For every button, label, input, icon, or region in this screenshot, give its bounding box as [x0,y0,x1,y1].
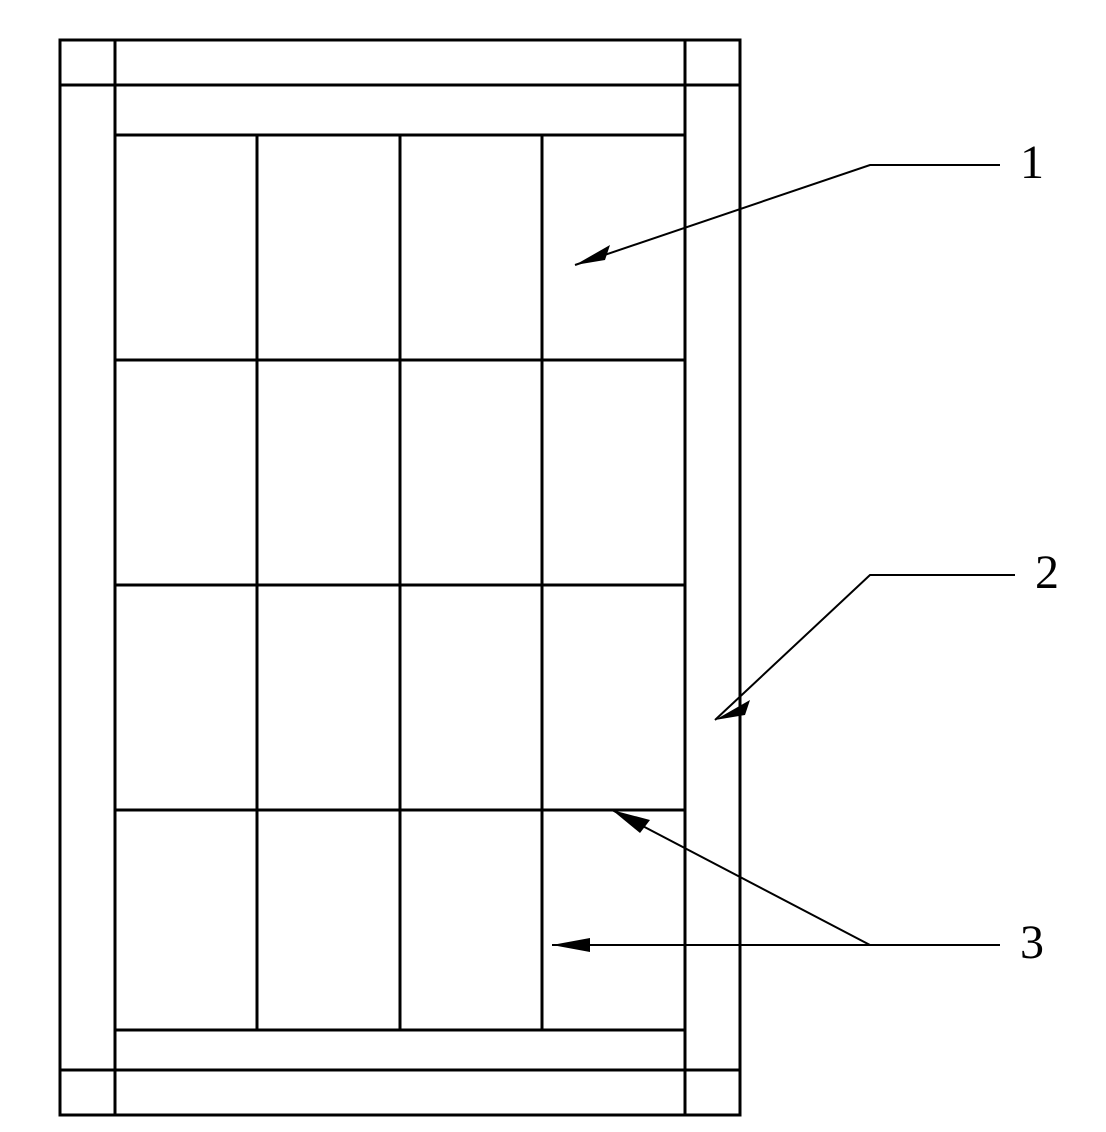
callout-1-arrow [575,245,610,265]
diagram-svg [0,0,1106,1132]
callout-2-label: 2 [1035,545,1059,600]
callout-3-label: 3 [1020,915,1044,970]
callout-3-arrow-a [612,810,650,833]
callout-2-leader [715,575,1015,720]
callout-3-leader-a [612,810,1000,945]
callout-3-arrow-b [552,938,590,952]
callout-1-label: 1 [1020,135,1044,190]
callout-1-leader [575,165,1000,265]
